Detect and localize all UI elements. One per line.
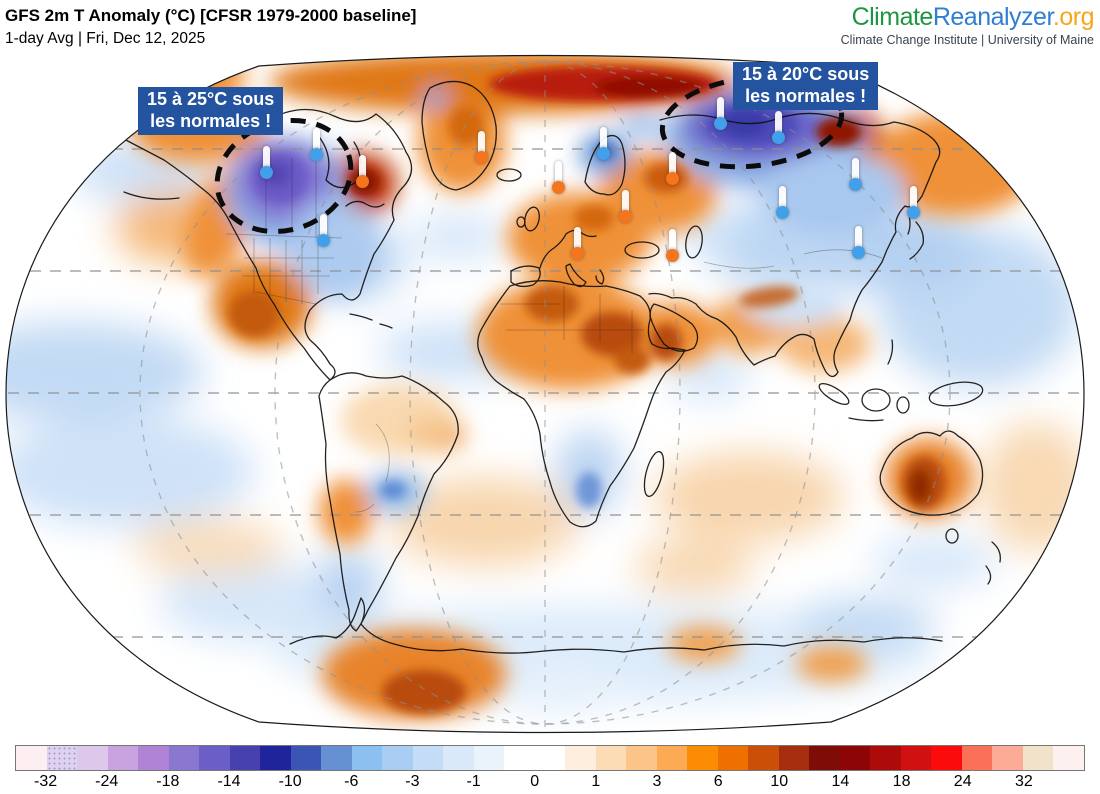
colorbar-segment [107,746,138,770]
colorbar-segment [839,746,870,770]
colorbar-segment [229,746,260,770]
site-logo[interactable]: ClimateReanalyzer.org Climate Change Ins… [840,3,1095,47]
colorbar-tick-label: -6 [344,773,359,790]
colorbar-segment [290,746,321,770]
colorbar-tick-label: -14 [217,773,241,790]
colorbar-segment [168,746,199,770]
page-subtitle: 1-day Avg | Fri, Dec 12, 2025 [5,30,206,47]
map-annotation-1: 15 à 25°C sous les normales ! [138,87,284,135]
colorbar-tick-label: 32 [1014,773,1033,790]
colorbar-segment [717,746,748,770]
colorbar-segment [992,746,1023,770]
colorbar-segment [534,746,565,770]
colorbar-ticks: -32 -24 -18 -14 -10 -6 -3 -1 0 1 3 6 10 14 18 24 32 [15,773,1085,793]
page-title: GFS 2m T Anomaly (°C) [CFSR 1979-2000 ba… [5,6,417,25]
colorbar-tick-label: -24 [95,773,119,790]
logo-tagline: Climate Change Institute | University of… [840,33,1094,47]
colorbar-segment [351,746,382,770]
colorbar-segment [199,746,230,770]
colorbar-tick-label: -1 [466,773,481,790]
colorbar-segment [16,746,47,770]
colorbar-segment [504,746,535,770]
colorbar-segment [626,746,657,770]
colorbar-segment [1053,746,1084,770]
colorbar-tick-label: 1 [591,773,601,790]
colorbar-segments [16,746,1084,770]
colorbar-segment [870,746,901,770]
colorbar-segment [778,746,809,770]
colorbar-segment [443,746,474,770]
colorbar-tick-label: 18 [892,773,911,790]
colorbar-tick-label: 10 [770,773,789,790]
logo-wordmark[interactable]: ClimateReanalyzer.org [841,3,1095,32]
colorbar-segment [931,746,962,770]
colorbar-segment [656,746,687,770]
colorbar-segment [595,746,626,770]
colorbar-segment [473,746,504,770]
map-svg [5,54,1085,734]
colorbar-segment [382,746,413,770]
colorbar [15,745,1085,771]
logo-part-reanalyzer: Reanalyzer [932,3,1054,31]
map-outline [5,54,1085,734]
world-anomaly-map: 15 à 25°C sous les normales ! 15 à 20°C s… [5,54,1085,734]
colorbar-tick-label: 0 [530,773,540,790]
colorbar-segment [1022,746,1053,770]
country-borders [225,154,883,513]
colorbar-segment [565,746,596,770]
colorbar-segment [748,746,779,770]
colorbar-segment [46,746,77,770]
colorbar-segment [687,746,718,770]
colorbar-segment [900,746,931,770]
colorbar-tick-label: -32 [34,773,58,790]
graticule [8,60,1082,728]
coastlines [63,80,1001,654]
colorbar-segment [138,746,169,770]
colorbar-segment [412,746,443,770]
colorbar-segment [809,746,840,770]
colorbar-tick-label: -3 [405,773,420,790]
colorbar-tick-label: 24 [953,773,972,790]
map-annotation-2: 15 à 20°C sous les normales ! [733,62,879,110]
logo-part-climate: Climate [851,3,934,31]
colorbar-tick-label: 6 [713,773,723,790]
colorbar-segment [77,746,108,770]
colorbar-tick-label: -18 [156,773,180,790]
colorbar-segment [961,746,992,770]
colorbar-segment [260,746,291,770]
colorbar-segment [321,746,352,770]
colorbar-tick-label: 3 [652,773,662,790]
colorbar-tick-label: 14 [831,773,850,790]
colorbar-tick-label: -10 [278,773,302,790]
logo-part-org: .org [1052,3,1095,31]
